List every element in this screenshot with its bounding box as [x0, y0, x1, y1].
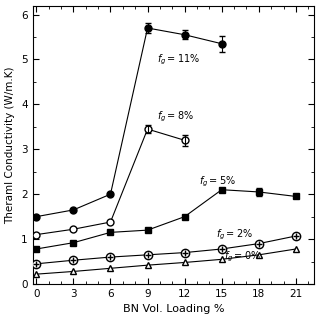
- Text: $f_g = 8\%$: $f_g = 8\%$: [157, 110, 194, 124]
- Text: $f_g = 11\%$: $f_g = 11\%$: [157, 52, 201, 67]
- Y-axis label: Theraml Conductivity (W/m.K): Theraml Conductivity (W/m.K): [5, 66, 16, 224]
- X-axis label: BN Vol. Loading %: BN Vol. Loading %: [123, 304, 224, 315]
- Text: $f_g = 0\%$: $f_g = 0\%$: [224, 250, 261, 264]
- Text: $f_g = 5\%$: $f_g = 5\%$: [199, 174, 236, 189]
- Text: $f_g = 2\%$: $f_g = 2\%$: [216, 228, 252, 242]
